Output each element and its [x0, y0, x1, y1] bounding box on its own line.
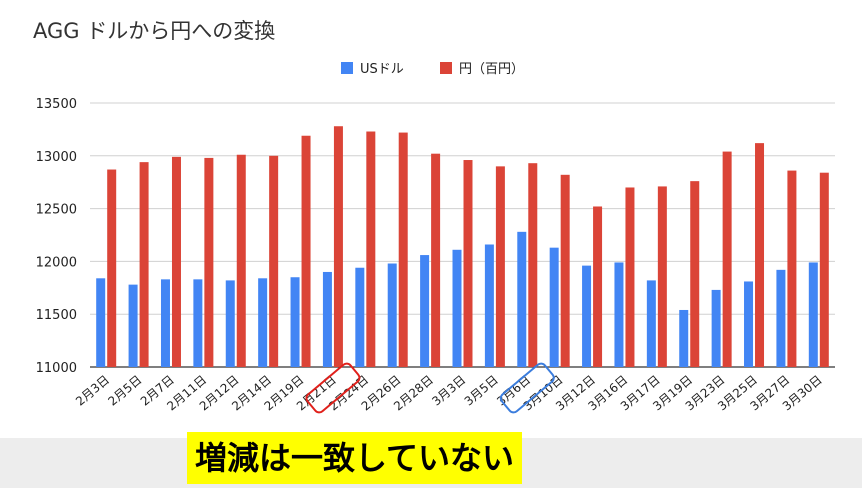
- bar-yen: [722, 151, 732, 367]
- bar-yen: [463, 160, 473, 367]
- bar-yen: [625, 187, 635, 367]
- bar-usd: [225, 280, 235, 367]
- y-tick-label: 11000: [36, 361, 77, 376]
- y-tick-label: 13500: [36, 97, 77, 112]
- x-tick-label: 2月3日: [73, 373, 112, 409]
- bar-usd: [744, 281, 754, 367]
- bar-usd: [160, 279, 170, 367]
- bar-usd: [711, 289, 721, 367]
- bar-yen: [269, 155, 279, 367]
- bar-yen: [366, 131, 376, 367]
- chart-card: AGG ドルから円への変換 USドル 円（百円） 11000 11500 12000…: [0, 0, 862, 438]
- bar-yen: [528, 163, 538, 367]
- bar-yen: [301, 135, 311, 367]
- bar-yen: [204, 157, 214, 367]
- bar-usd: [128, 284, 138, 367]
- bar-usd: [808, 262, 818, 367]
- bar-yen: [236, 154, 246, 367]
- bar-usd: [582, 265, 592, 367]
- bar-usd: [452, 249, 462, 367]
- bar-usd: [96, 278, 106, 367]
- bar-yen: [398, 132, 408, 367]
- bar-usd: [258, 278, 268, 367]
- highlight-box: [305, 362, 361, 414]
- bar-usd: [679, 309, 689, 367]
- bar-usd: [355, 267, 365, 367]
- highlight-box: [499, 362, 555, 414]
- gridlines: [90, 102, 835, 368]
- y-tick-label: 12500: [36, 203, 77, 218]
- y-tick-label: 11500: [36, 308, 77, 323]
- bar-usd: [646, 280, 656, 367]
- bar-usd: [776, 269, 786, 367]
- bar-usd: [322, 271, 332, 367]
- bar-yen: [171, 156, 181, 367]
- bar-usd: [484, 244, 494, 367]
- y-tick-label: 13000: [36, 150, 77, 165]
- bar-usd: [420, 255, 430, 367]
- bar-yen: [657, 186, 667, 367]
- bar-yen: [755, 143, 765, 367]
- bar-yen: [495, 166, 505, 367]
- x-tick-label: 3月3日: [429, 373, 468, 409]
- bar-usd: [549, 247, 559, 367]
- chart-title: AGG ドルから円への変換: [33, 19, 275, 43]
- caption-banner: 増減は一致していない: [187, 432, 523, 484]
- bar-usd: [193, 279, 203, 367]
- x-tick-label: 2月5日: [105, 373, 144, 409]
- bar-yen: [690, 181, 700, 367]
- bar-yen: [139, 162, 149, 367]
- bar-usd: [517, 231, 527, 367]
- legend-label-usd: USドル: [360, 62, 404, 77]
- legend-label-yen: 円（百円）: [459, 62, 524, 77]
- bar-yen: [560, 174, 570, 367]
- bar-yen: [819, 172, 829, 367]
- bar-usd: [614, 262, 624, 367]
- bar-yen: [107, 169, 117, 367]
- bar-yen: [431, 153, 441, 367]
- y-axis-ticks: 11000 11500 12000 12500 13000 13500: [36, 97, 77, 376]
- bar-yen: [787, 170, 797, 367]
- bar-chart: AGG ドルから円への変換 USドル 円（百円） 11000 11500 12000…: [33, 19, 835, 414]
- bar-usd: [290, 277, 300, 367]
- legend-swatch-yen: [440, 62, 452, 74]
- bars: [96, 126, 829, 368]
- bar-yen: [593, 206, 603, 367]
- y-tick-label: 12000: [36, 255, 77, 270]
- bar-yen: [333, 126, 343, 368]
- x-tick-label: 3月5日: [462, 373, 501, 409]
- annotations: [305, 362, 555, 414]
- legend-swatch-usd: [341, 62, 353, 74]
- legend: USドル 円（百円）: [341, 62, 524, 77]
- bar-usd: [387, 263, 397, 367]
- x-axis-ticks: 2月3日2月5日2月7日2月11日2月12日2月14日2月19日2月21日2月2…: [73, 373, 825, 414]
